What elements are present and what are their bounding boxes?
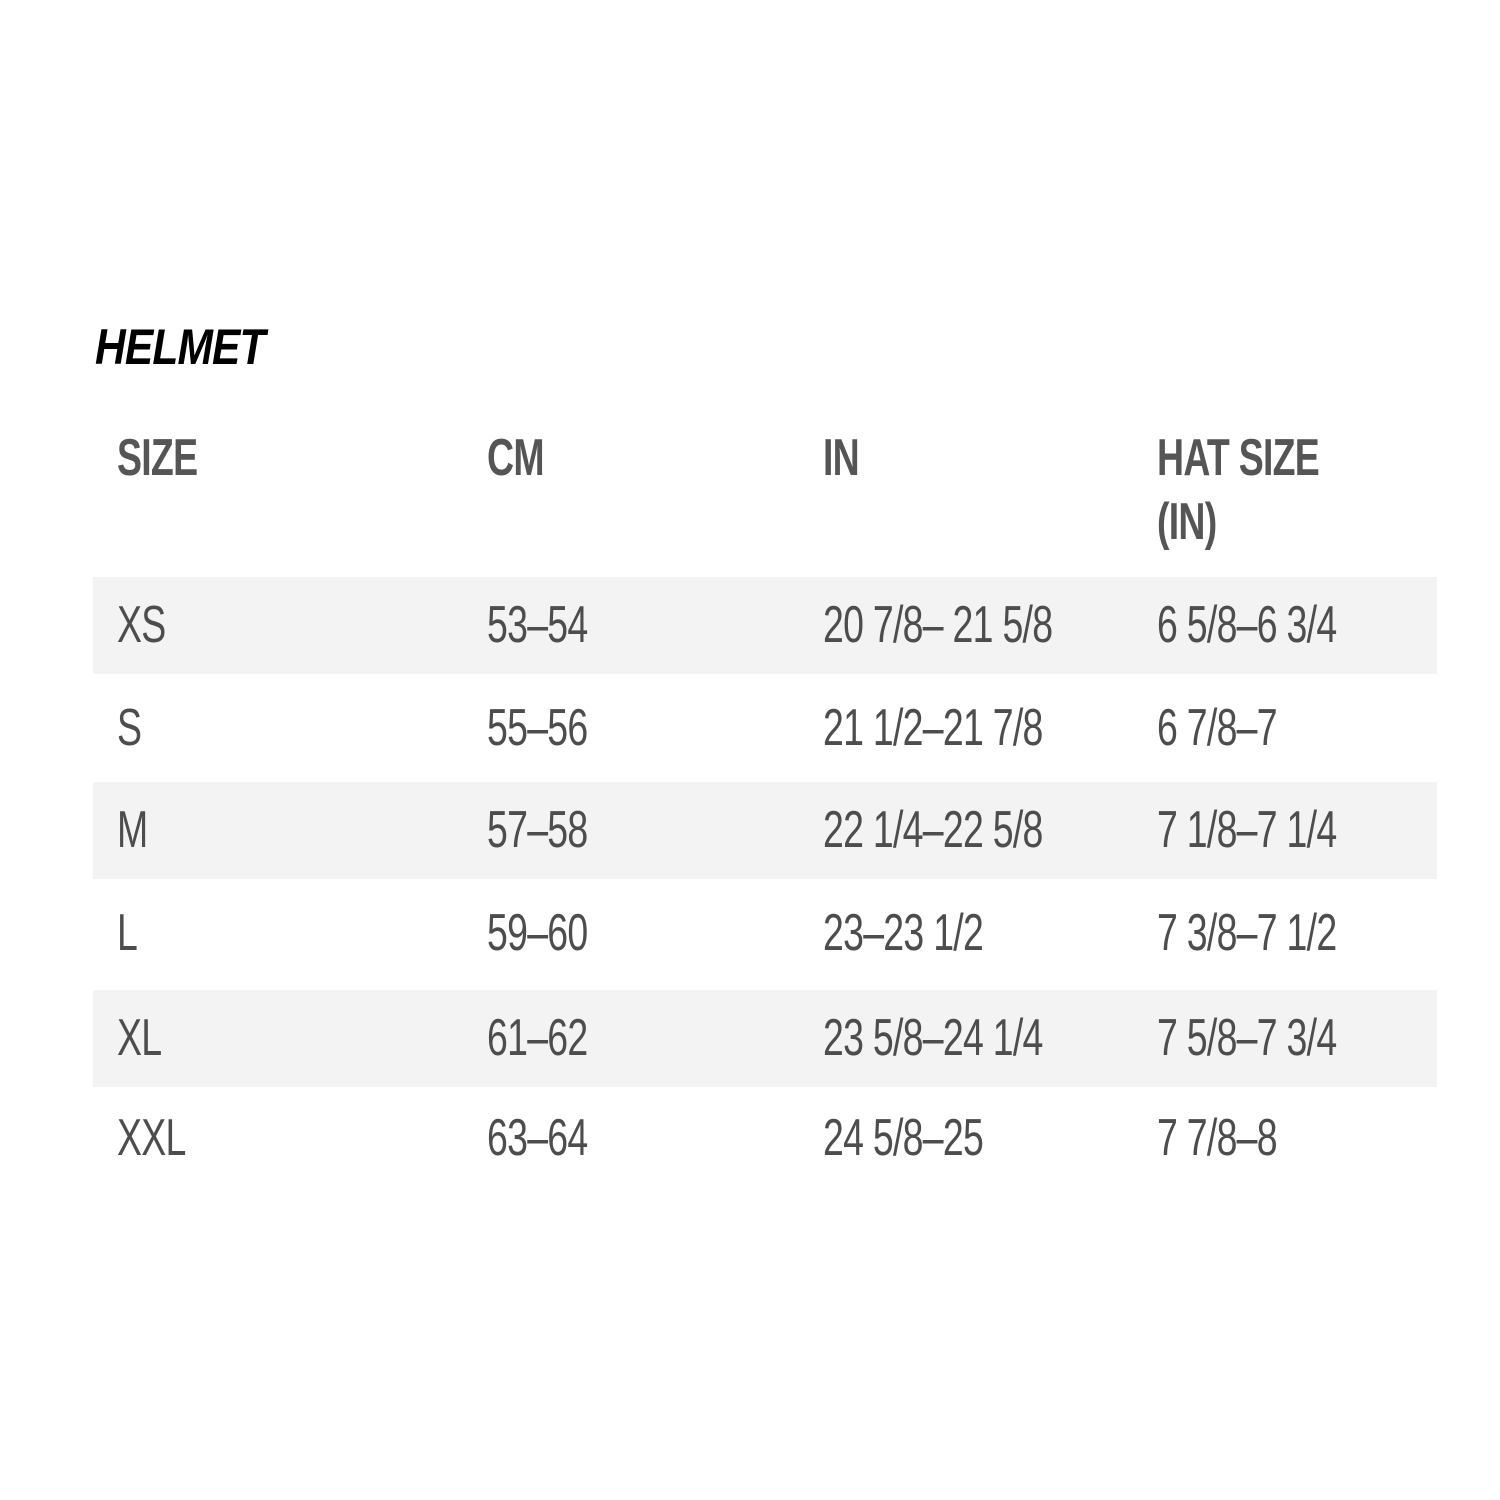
cell-in: 20 7/8– 21 5/8 [823,596,1053,654]
header-cm: CM [487,429,545,487]
header-hat-size: HAT SIZE [1157,429,1320,487]
cell-in: 22 1/4–22 5/8 [823,801,1043,859]
cell-cm: 53–54 [487,596,588,654]
row-stripe [93,990,1437,1087]
cell-hat-size: 7 7/8–8 [1157,1109,1278,1167]
cell-size: XS [117,596,166,654]
cell-size: M [117,801,148,859]
cell-cm: 63–64 [487,1109,588,1167]
cell-cm: 57–58 [487,801,588,859]
cell-hat-size: 7 3/8–7 1/2 [1157,904,1337,962]
row-stripe [93,782,1437,879]
cell-in: 23 5/8–24 1/4 [823,1009,1043,1067]
cell-in: 23–23 1/2 [823,904,984,962]
header-in: IN [823,429,860,487]
cell-cm: 59–60 [487,904,588,962]
header-hat-size-unit: (IN) [1157,493,1217,551]
cell-size: XL [117,1009,162,1067]
cell-cm: 55–56 [487,699,588,757]
cell-hat-size: 6 5/8–6 3/4 [1157,596,1337,654]
cell-hat-size: 7 1/8–7 1/4 [1157,801,1337,859]
header-size: SIZE [117,429,198,487]
cell-size: XXL [117,1109,186,1167]
cell-in: 24 5/8–25 [823,1109,984,1167]
cell-in: 21 1/2–21 7/8 [823,699,1043,757]
cell-hat-size: 6 7/8–7 [1157,699,1278,757]
cell-size: S [117,699,142,757]
cell-cm: 61–62 [487,1009,588,1067]
cell-hat-size: 7 5/8–7 3/4 [1157,1009,1337,1067]
row-stripe [93,577,1437,674]
page-title: HELMET [95,319,265,375]
cell-size: L [117,904,138,962]
